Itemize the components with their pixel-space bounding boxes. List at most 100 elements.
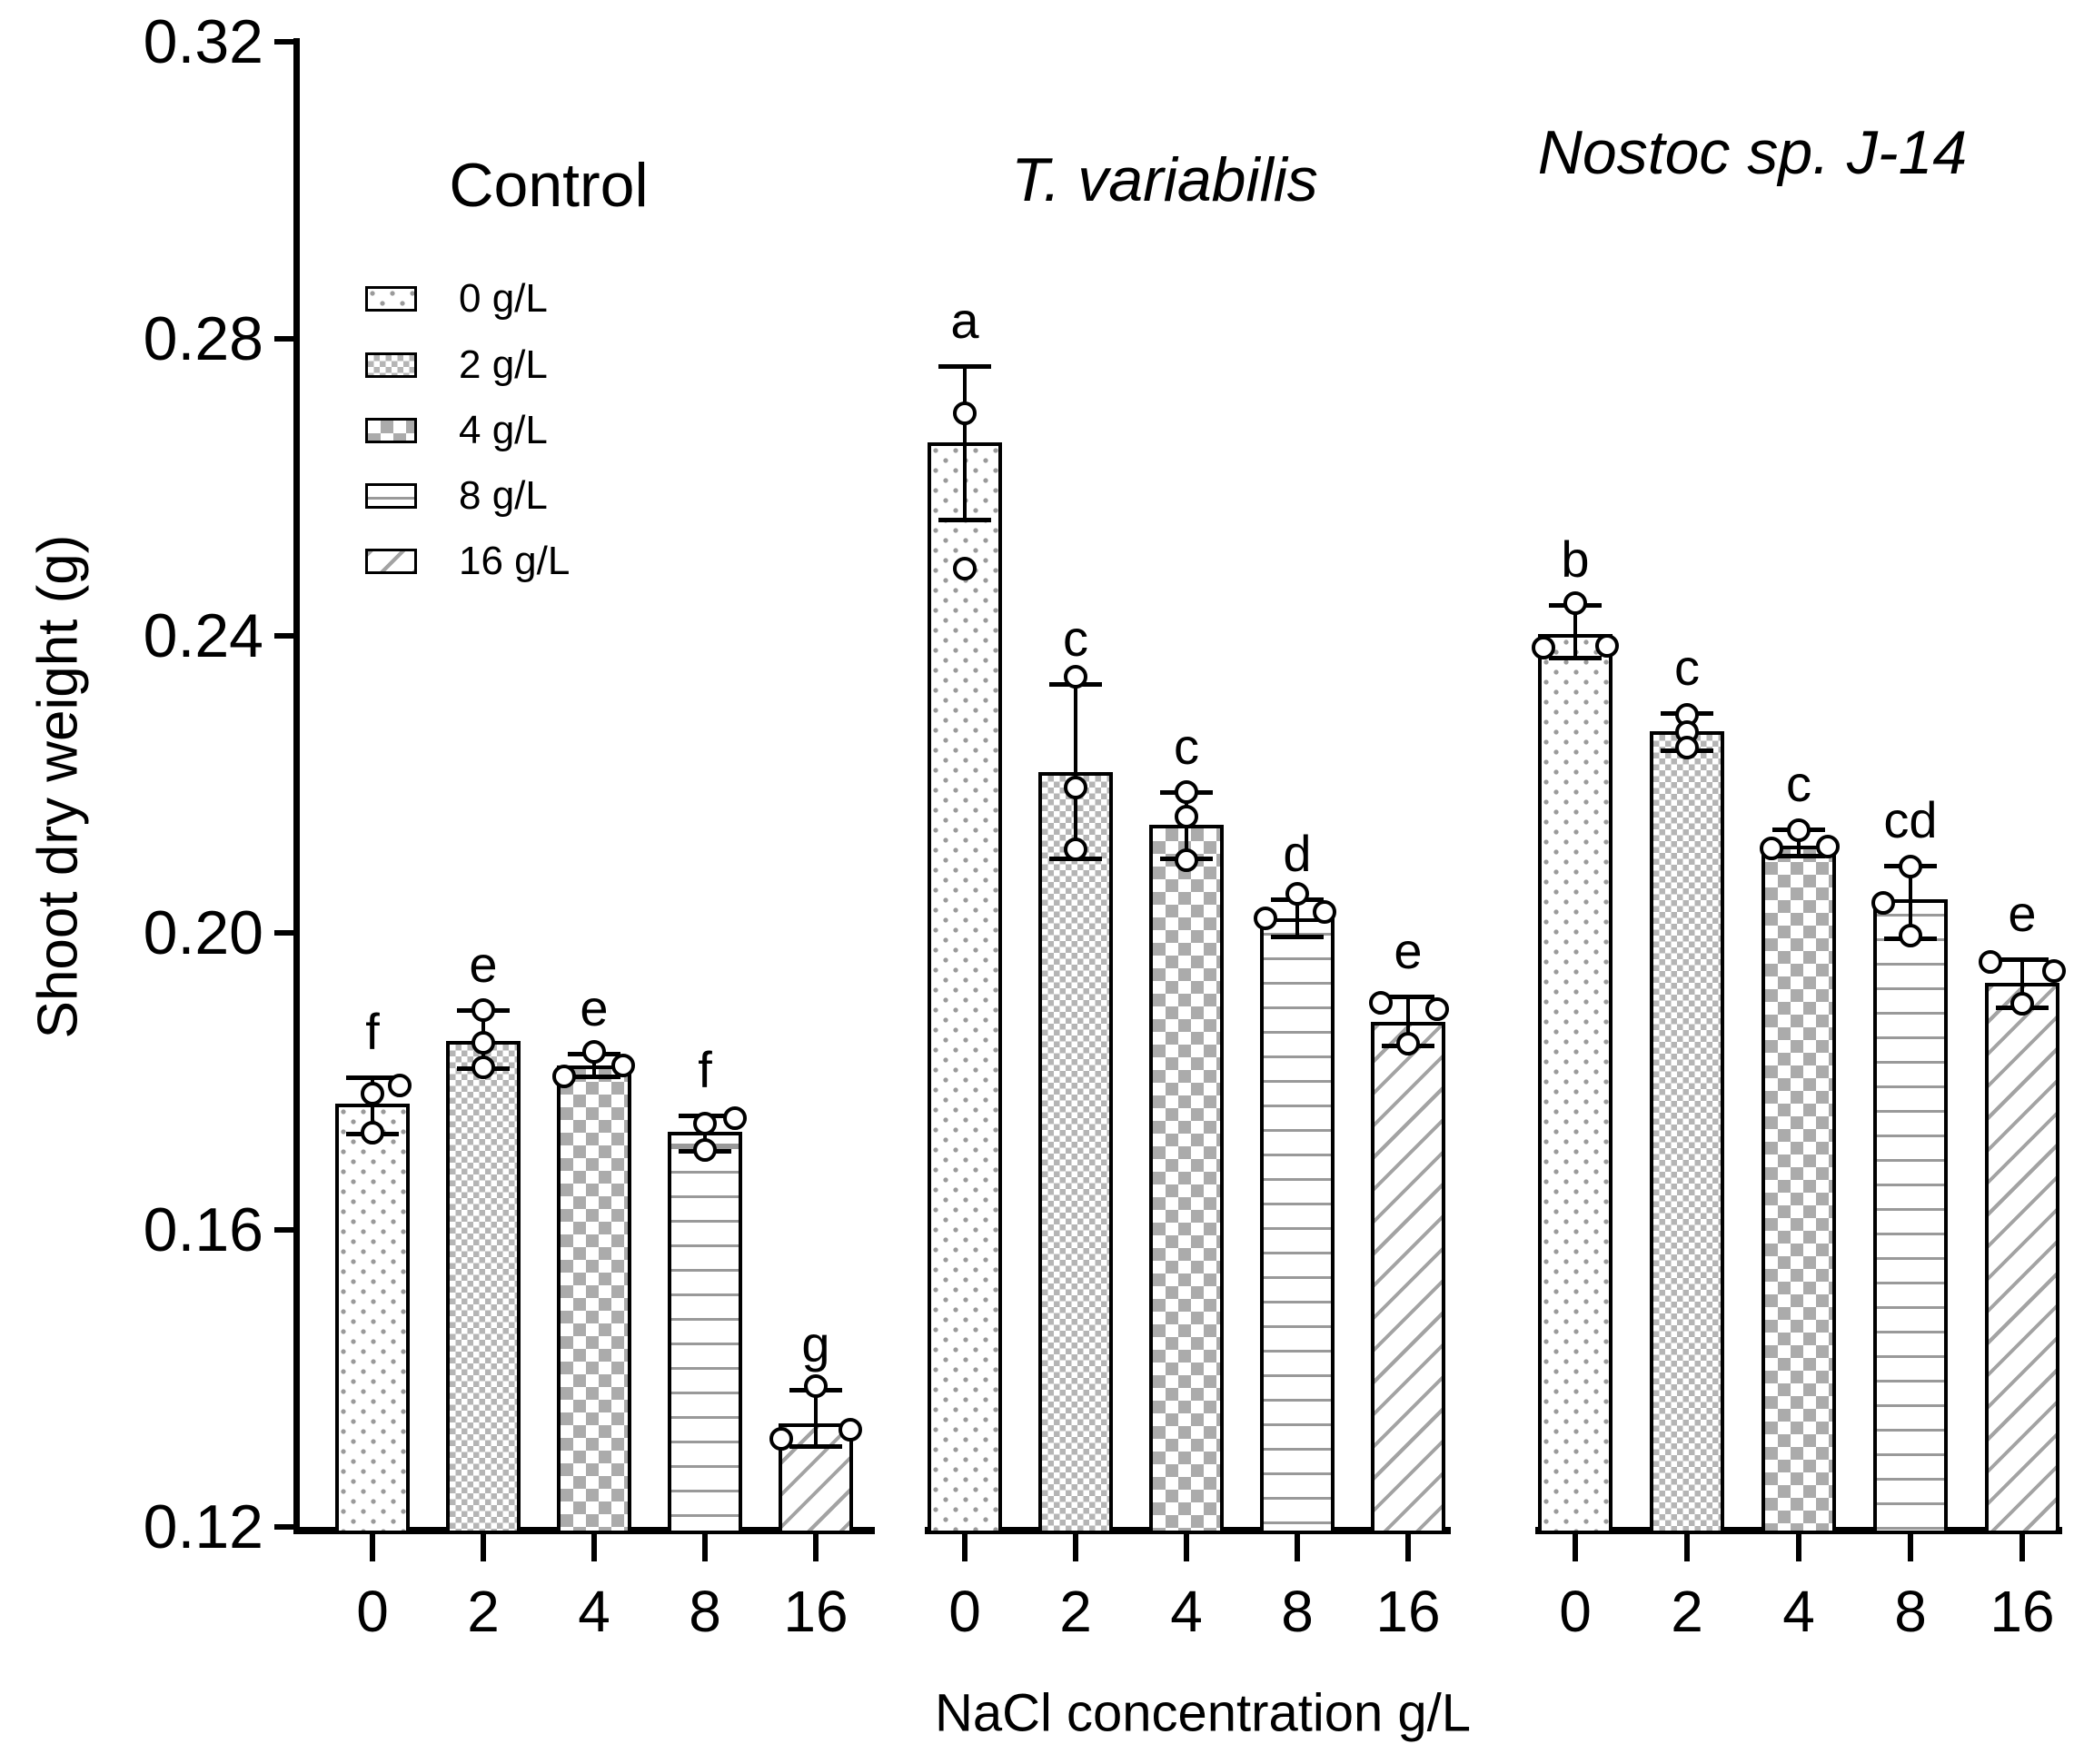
data-point	[1369, 990, 1393, 1015]
error-bar-cap-bottom	[938, 518, 991, 523]
bar	[1538, 633, 1613, 1531]
data-point	[582, 1039, 606, 1064]
x-tick-mark	[1684, 1534, 1690, 1561]
data-point	[361, 1082, 384, 1106]
legend-swatch-diag	[365, 549, 417, 574]
data-point	[388, 1073, 412, 1097]
x-tick-label: 8	[1894, 1579, 1927, 1644]
x-tick-label: 4	[1170, 1579, 1203, 1644]
significance-letter: f	[698, 1041, 712, 1099]
group-title: Nostoc sp. J-14	[1537, 118, 1968, 187]
x-tick-mark	[1184, 1534, 1189, 1561]
x-axis-baseline	[1535, 1527, 2062, 1534]
data-point	[1595, 634, 1619, 659]
y-tick-mark	[274, 1227, 300, 1233]
x-tick-mark	[813, 1534, 819, 1561]
data-point	[693, 1112, 717, 1136]
x-tick-label: 16	[1990, 1579, 2055, 1644]
data-point	[1532, 636, 1555, 660]
x-tick-label: 2	[467, 1579, 500, 1644]
significance-letter: b	[1561, 530, 1590, 589]
data-point	[1871, 891, 1895, 916]
legend-swatch-dots	[365, 286, 417, 312]
y-tick-label: 0.32	[143, 7, 263, 76]
data-point	[1175, 847, 1198, 872]
data-point	[1285, 882, 1309, 907]
significance-letter: cd	[1883, 791, 1938, 849]
data-point	[1175, 779, 1198, 804]
error-bar-cap-bottom	[568, 1074, 620, 1079]
x-tick-mark	[481, 1534, 486, 1561]
data-point	[804, 1373, 828, 1398]
significance-letter: e	[469, 936, 498, 994]
bar	[1260, 917, 1335, 1531]
x-tick-mark	[1796, 1534, 1801, 1561]
bar	[1371, 1022, 1445, 1531]
x-tick-mark	[1405, 1534, 1411, 1561]
group-title: T. variabilis	[1011, 145, 1318, 214]
legend-label: 2 g/L	[459, 342, 548, 387]
x-tick-mark	[591, 1534, 597, 1561]
x-tick-mark	[1908, 1534, 1913, 1561]
bar	[1873, 899, 1948, 1531]
data-point	[1064, 775, 1087, 799]
data-point	[2042, 958, 2066, 983]
data-point	[1313, 900, 1336, 925]
data-point	[1675, 736, 1699, 760]
error-bar-line	[963, 366, 967, 520]
significance-letter: a	[950, 292, 979, 350]
data-point	[471, 1030, 495, 1055]
data-point	[723, 1106, 747, 1131]
error-bar-cap-bottom	[789, 1443, 842, 1449]
error-bar-cap-top	[938, 364, 991, 370]
data-point	[552, 1064, 576, 1088]
legend-swatch-hlines	[365, 483, 417, 509]
data-point	[471, 998, 495, 1023]
error-bar-line	[371, 1077, 374, 1134]
x-axis-baseline	[925, 1527, 1451, 1534]
error-bar-line	[1074, 684, 1077, 859]
data-point	[361, 1120, 384, 1145]
data-point	[611, 1054, 635, 1078]
error-bar-cap-top	[1382, 995, 1434, 1000]
legend-label: 16 g/L	[459, 539, 571, 583]
data-point	[769, 1426, 793, 1451]
x-axis-baseline	[300, 1527, 875, 1534]
y-tick-label: 0.20	[143, 898, 263, 967]
data-point	[1787, 818, 1811, 843]
error-bar-line	[592, 1054, 596, 1076]
error-bar-line	[814, 1389, 818, 1446]
significance-letter: c	[1063, 609, 1088, 668]
data-point	[1064, 837, 1087, 861]
bar	[1650, 731, 1724, 1531]
x-tick-mark	[1573, 1534, 1578, 1561]
x-tick-mark	[370, 1534, 375, 1561]
significance-letter: c	[1786, 754, 1811, 812]
data-point	[1425, 997, 1449, 1022]
significance-letter: d	[1283, 825, 1312, 883]
legend-label: 0 g/L	[459, 276, 548, 321]
bar	[335, 1104, 410, 1531]
error-bar-line	[1909, 866, 1912, 938]
error-bar-cap-bottom	[1271, 935, 1324, 940]
error-bar-line	[1797, 828, 1801, 856]
data-point	[2010, 992, 2034, 1016]
significance-letter: e	[2008, 884, 2037, 942]
x-tick-label: 4	[1782, 1579, 1815, 1644]
bar	[1149, 824, 1224, 1531]
significance-letter: e	[1394, 922, 1423, 980]
error-bar-cap-top	[346, 1075, 399, 1081]
legend-label: 8 g/L	[459, 473, 548, 518]
data-point	[1899, 855, 1922, 879]
x-tick-mark	[1295, 1534, 1300, 1561]
error-bar-line	[1295, 899, 1299, 937]
x-tick-mark	[962, 1534, 968, 1561]
data-point	[839, 1417, 862, 1442]
y-tick-mark	[274, 1524, 300, 1530]
data-point	[1816, 835, 1840, 859]
x-tick-label: 0	[948, 1579, 981, 1644]
data-point	[693, 1137, 717, 1162]
data-point	[1899, 924, 1922, 948]
x-axis-title: NaCl concentration g/L	[935, 1683, 1471, 1743]
